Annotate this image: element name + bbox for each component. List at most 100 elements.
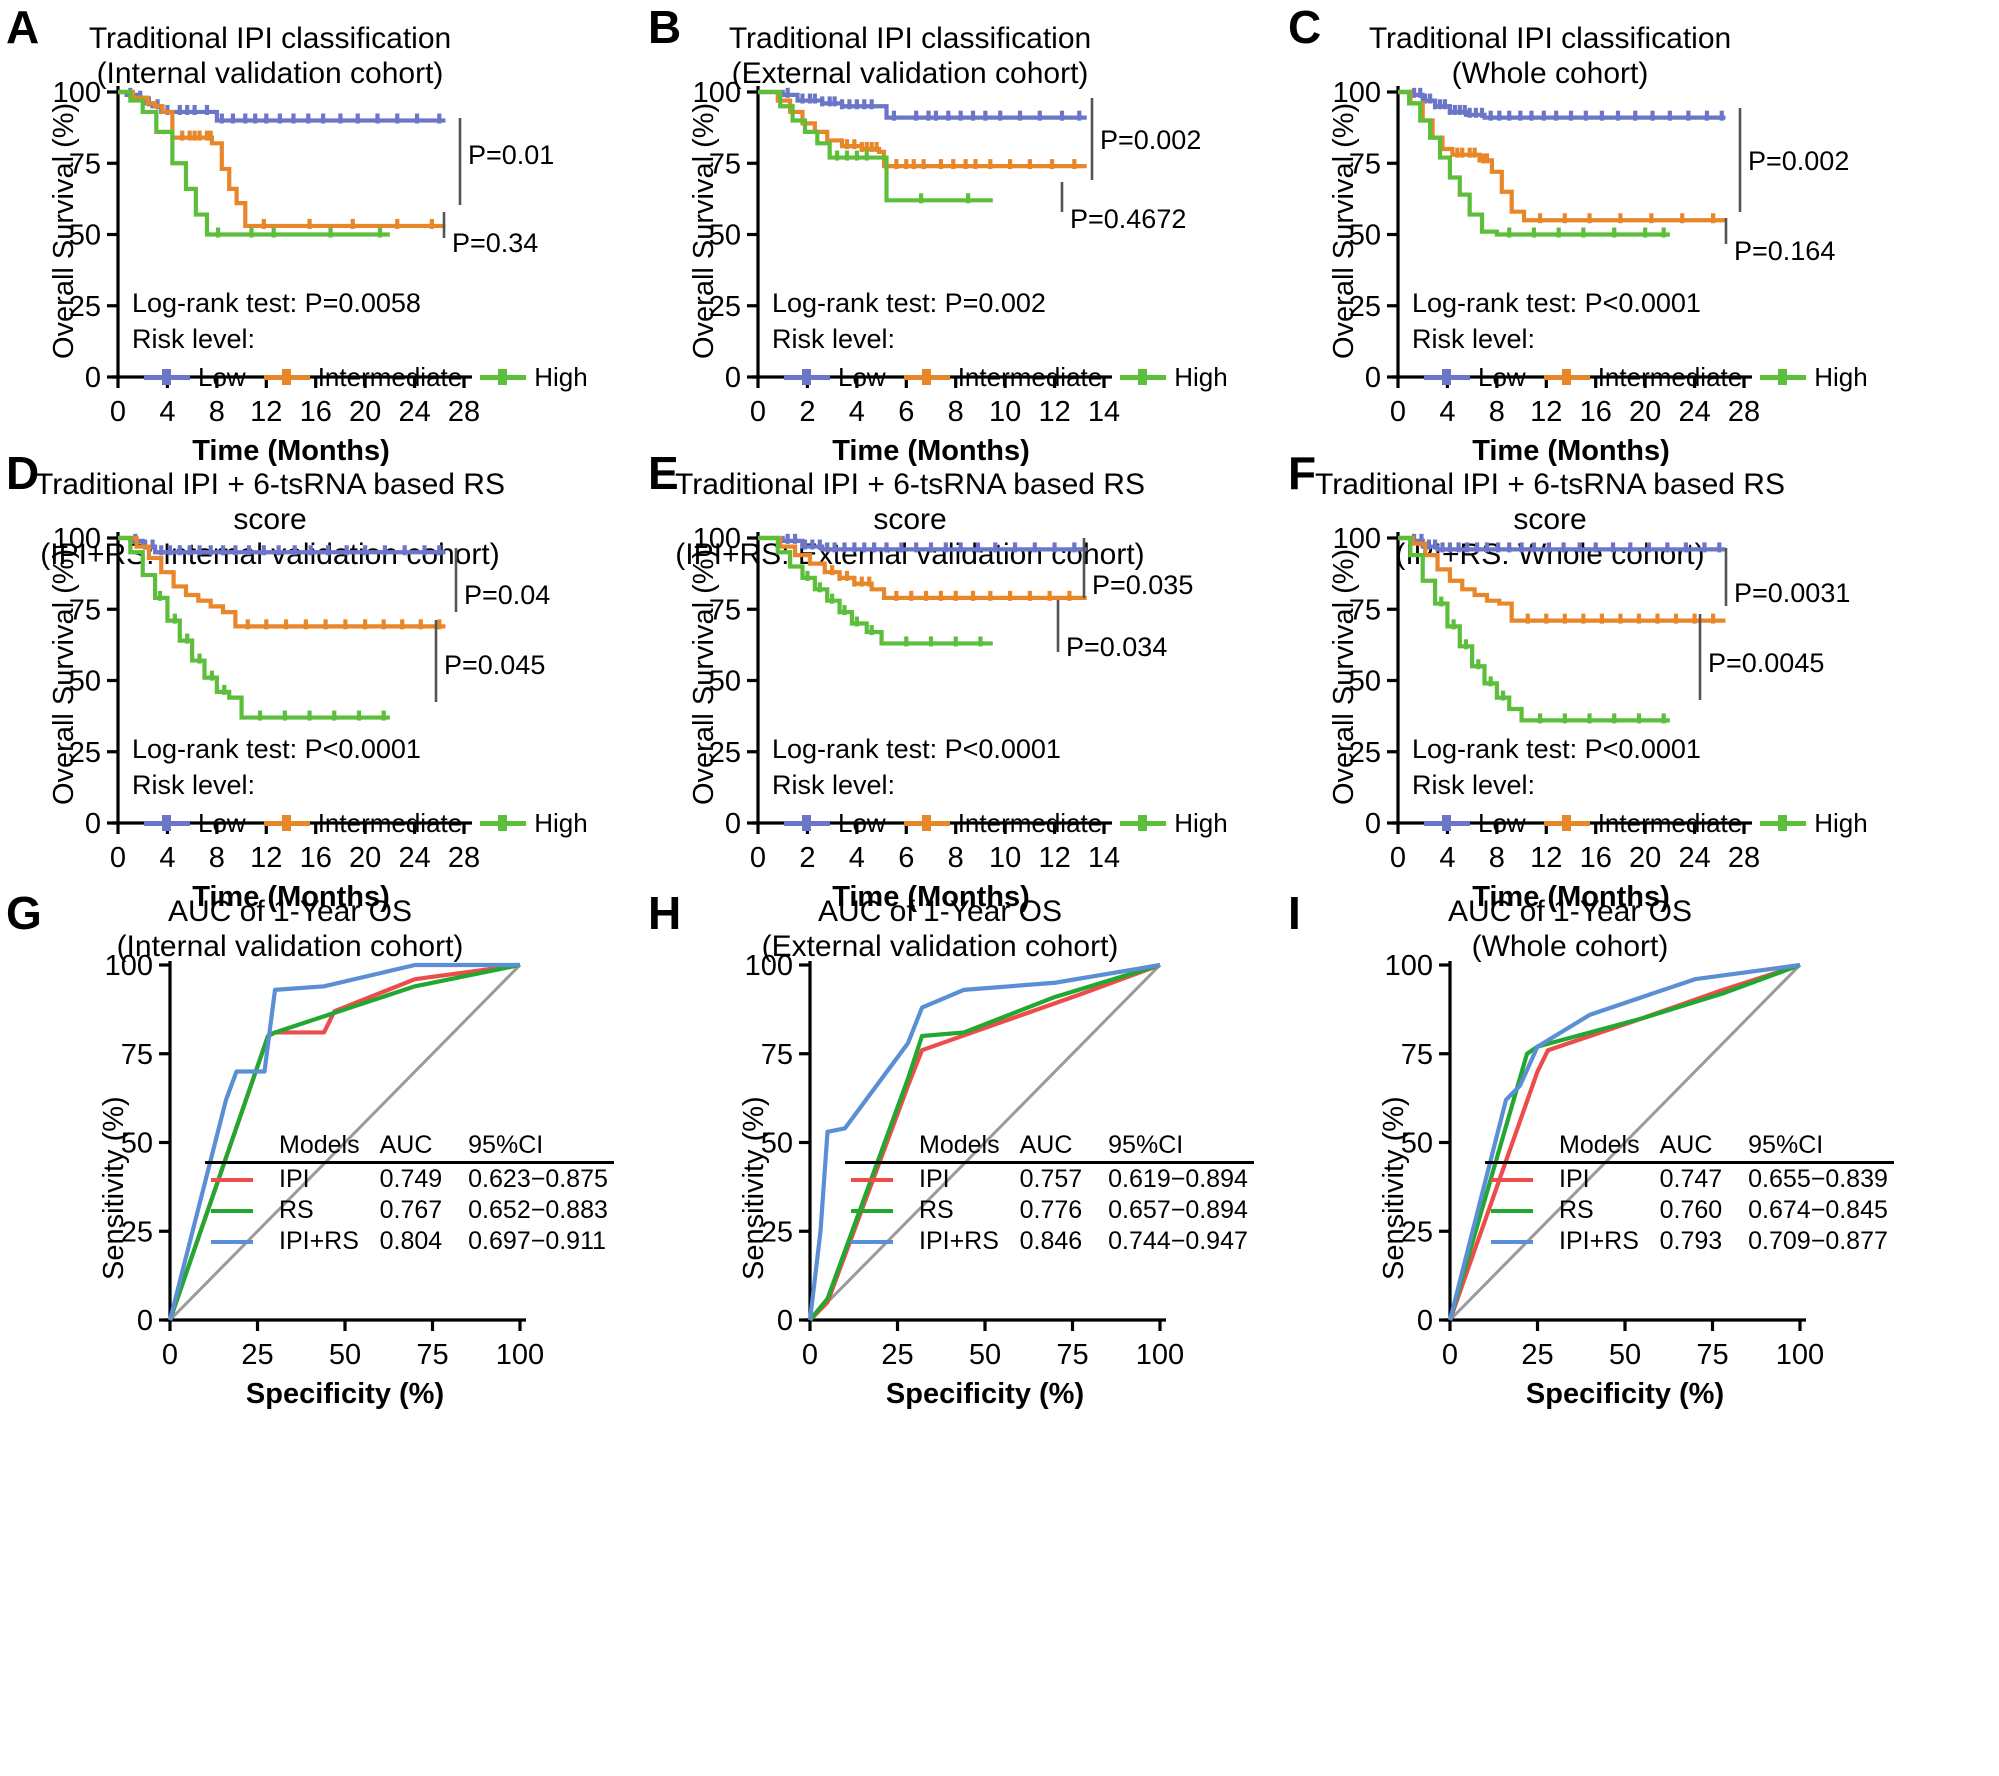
- km-curve-low: [1398, 89, 1726, 120]
- panel-letter-H: H: [648, 887, 682, 939]
- legend-item-high: High: [480, 808, 588, 839]
- risk-legend: Low Intermediate High: [784, 808, 1246, 839]
- legend-label: Low: [1478, 807, 1526, 838]
- table-row: IPI+RS 0.793 0.709−0.877: [1485, 1226, 1894, 1257]
- panel-title-line2: (Internal validation cohort): [116, 929, 464, 963]
- y-tick-label: 0: [777, 1305, 793, 1337]
- ci-value: 0.623−0.875: [468, 1165, 608, 1193]
- risk-level-label: Risk level:: [772, 769, 896, 800]
- x-tick-label: 2: [799, 842, 815, 874]
- model-name: RS: [1559, 1196, 1594, 1224]
- table-header-row: Models AUC 95%CI: [205, 1130, 614, 1163]
- x-tick-label: 4: [849, 396, 865, 428]
- x-tick-label: 4: [1439, 396, 1455, 428]
- x-tick-label: 16: [300, 396, 332, 428]
- x-tick-label: 12: [250, 396, 282, 428]
- x-tick-label: 4: [159, 396, 175, 428]
- auc-value: 0.760: [1659, 1196, 1723, 1224]
- risk-level-label: Risk level:: [772, 323, 896, 354]
- table-row: IPI+RS 0.804 0.697−0.911: [205, 1226, 614, 1257]
- x-tick-label: 4: [849, 842, 865, 874]
- risk-legend: Low Intermediate High: [144, 362, 606, 393]
- table-header-row: Models AUC 95%CI: [1485, 1130, 1894, 1163]
- y-tick-label: 75: [761, 1039, 793, 1071]
- y-tick-label: 0: [85, 362, 101, 394]
- legend-label: Low: [1478, 361, 1526, 392]
- panel-title-line2: (External validation cohort): [761, 929, 1119, 963]
- auc-value: 0.747: [1659, 1165, 1723, 1193]
- y-tick-label: 0: [85, 808, 101, 840]
- model-name: IPI+RS: [1559, 1227, 1639, 1255]
- panel-title-line1: Traditional IPI + 6-tsRNA based RS score: [1315, 468, 1785, 536]
- ci-value: 0.619−0.894: [1108, 1165, 1248, 1193]
- table-header-models: Models: [279, 1131, 360, 1159]
- pvalue-label: P=0.4672: [1070, 204, 1187, 234]
- auc-value: 0.776: [1019, 1196, 1083, 1224]
- model-name: IPI: [279, 1165, 310, 1193]
- panel-title-line2: (IPI+RS: Internal validation cohort): [40, 537, 500, 571]
- logrank-text: Log-rank test: P<0.0001: [132, 733, 421, 764]
- y-axis-label: Overall Survival (%): [1328, 548, 1360, 805]
- auc-value: 0.846: [1019, 1227, 1083, 1255]
- legend-swatch-intermediate-icon: [263, 368, 310, 385]
- x-tick-label: 16: [1580, 842, 1612, 874]
- y-tick-label: 0: [725, 362, 741, 394]
- panel-title-I: AUC of 1-Year OS (Whole cohort): [1370, 895, 1770, 965]
- ci-value: 0.697−0.911: [468, 1227, 607, 1255]
- legend-item-intermediate: Intermediate: [903, 362, 1102, 393]
- km-curve-high: [758, 89, 993, 203]
- x-tick-label: 8: [209, 842, 225, 874]
- panel-letter-F: F: [1288, 447, 1317, 499]
- legend-item-intermediate: Intermediate: [903, 807, 1103, 839]
- legend-label: High: [1814, 361, 1868, 392]
- x-tick-label: 10: [989, 842, 1021, 874]
- auc-table-I: Models AUC 95%CI IPI 0.747 0.655−0.839 RS 0.760…: [1485, 1130, 1894, 1257]
- legend-item-low: Low: [144, 808, 246, 839]
- risk-legend: Low Intermediate High: [144, 808, 606, 839]
- line-swatch-icon: [211, 1240, 253, 1245]
- risk-legend: Low Intermediate High: [1424, 808, 1886, 839]
- pvalue-label: P=0.045: [444, 650, 546, 680]
- legend-label: High: [1814, 807, 1868, 838]
- table-header-auc: AUC: [379, 1131, 433, 1159]
- risk-level-label: Risk level:: [1412, 323, 1536, 354]
- panel-title-line2: (Internal validation cohort): [96, 56, 444, 90]
- x-tick-label: 0: [162, 1339, 178, 1371]
- legend-swatch-intermediate-icon: [263, 814, 310, 831]
- legend-swatch-low-icon: [144, 368, 190, 385]
- pvalue-label: P=0.0045: [1708, 648, 1825, 678]
- ci-value: 0.709−0.877: [1748, 1227, 1888, 1255]
- x-axis-label: Specificity (%): [245, 1378, 445, 1410]
- x-tick-label: 16: [300, 842, 332, 874]
- pvalue-label: P=0.34: [452, 228, 539, 258]
- y-tick-label: 0: [137, 1305, 153, 1337]
- auc-value: 0.749: [379, 1165, 443, 1193]
- legend-swatch-high-icon: [480, 368, 527, 385]
- line-swatch-icon: [211, 1178, 253, 1183]
- x-tick-label: 0: [1390, 396, 1406, 428]
- panel-title-line1: AUC of 1-Year OS: [168, 895, 412, 928]
- table-header-models: Models: [919, 1131, 1000, 1159]
- y-axis-label: Overall Survival (%): [48, 102, 80, 359]
- y-axis-label: Sensitivity (%): [738, 1096, 770, 1280]
- x-tick-label: 28: [1728, 396, 1760, 428]
- ci-value: 0.674−0.845: [1748, 1196, 1888, 1224]
- legend-item-low: Low: [784, 808, 886, 839]
- x-tick-label: 10: [989, 396, 1021, 428]
- auc-value: 0.757: [1019, 1165, 1083, 1193]
- y-tick-label: 0: [1365, 808, 1381, 840]
- x-tick-label: 12: [1038, 396, 1070, 428]
- panel-title-line2: (IPI+RS: Whole cohort): [1395, 537, 1705, 571]
- x-tick-label: 50: [1609, 1339, 1641, 1371]
- legend-label: Intermediate: [957, 807, 1103, 838]
- table-row: IPI 0.757 0.619−0.894: [845, 1163, 1254, 1196]
- legend-label: Intermediate: [317, 361, 463, 392]
- legend-swatch-low-icon: [784, 368, 830, 385]
- x-tick-label: 100: [1136, 1339, 1184, 1371]
- km-curve-high: [1398, 89, 1670, 237]
- legend-swatch-low-icon: [1424, 814, 1470, 831]
- pvalue-label: P=0.035: [1092, 570, 1194, 600]
- x-tick-label: 0: [110, 842, 126, 874]
- x-tick-label: 20: [1629, 842, 1661, 874]
- table-header-swatch: [1485, 1130, 1553, 1163]
